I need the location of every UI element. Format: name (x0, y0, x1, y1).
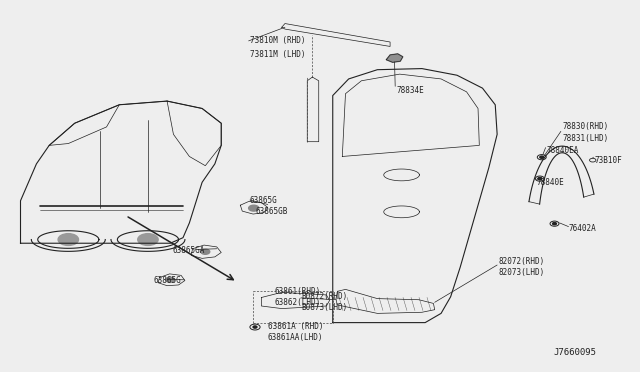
Text: 73B10F: 73B10F (594, 155, 621, 165)
Text: 82073(LHD): 82073(LHD) (499, 268, 545, 277)
Text: 63865G: 63865G (153, 276, 180, 285)
Text: 78840EA: 78840EA (546, 147, 579, 155)
Text: 63861AA(LHD): 63861AA(LHD) (268, 333, 323, 342)
Text: 63865GB: 63865GB (255, 207, 287, 217)
Text: 63861(RHD): 63861(RHD) (274, 287, 321, 296)
Circle shape (538, 177, 541, 180)
Text: 73811M (LHD): 73811M (LHD) (250, 51, 305, 60)
Text: 73810M (RHD): 73810M (RHD) (250, 36, 305, 45)
Circle shape (552, 222, 556, 225)
Polygon shape (387, 54, 403, 62)
Text: B0873(LHD): B0873(LHD) (301, 303, 347, 312)
Circle shape (201, 249, 210, 254)
Text: 76402A: 76402A (568, 224, 596, 233)
Text: 63865G: 63865G (250, 196, 278, 205)
Text: 63861A (RHD): 63861A (RHD) (268, 322, 323, 331)
Circle shape (138, 234, 158, 246)
Circle shape (166, 277, 175, 282)
Circle shape (540, 156, 543, 158)
Text: 78830(RHD): 78830(RHD) (562, 122, 609, 131)
Circle shape (248, 205, 259, 211)
Text: 78831(LHD): 78831(LHD) (562, 134, 609, 142)
Text: B0872(RHD): B0872(RHD) (301, 292, 347, 301)
Text: 78840E: 78840E (537, 178, 564, 187)
Text: 63865GA: 63865GA (172, 246, 205, 255)
Text: 82072(RHD): 82072(RHD) (499, 257, 545, 266)
Circle shape (253, 326, 257, 328)
Text: 63862(LHD): 63862(LHD) (274, 298, 321, 307)
Text: J7660095: J7660095 (554, 349, 596, 357)
Text: 78834E: 78834E (396, 86, 424, 94)
Circle shape (58, 234, 79, 246)
